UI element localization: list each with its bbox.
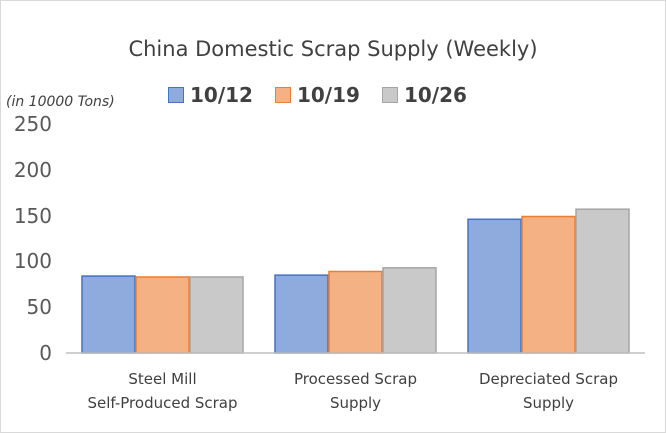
y-tick-label: 150 xyxy=(13,203,52,228)
x-category-label-line: Steel Mill xyxy=(128,370,197,388)
legend-label-series-1: 10/12 xyxy=(190,83,253,107)
legend-label-series-3: 10/26 xyxy=(403,83,467,107)
legend-item-series-1: 10/12 xyxy=(168,83,253,107)
x-category-label: Depreciated Scrap Supply xyxy=(459,367,639,415)
y-tick-label: 250 xyxy=(13,112,52,136)
y-tick-label: 200 xyxy=(13,157,52,182)
bar-series-2-category-3 xyxy=(521,215,576,354)
legend-label-series-2: 10/19 xyxy=(296,83,360,107)
x-category-label: Steel Mill Self-Produced Scrap xyxy=(73,367,253,415)
x-category-label: Processed Scrap Supply xyxy=(266,367,446,415)
legend-swatch-series-2 xyxy=(274,87,291,103)
bar-series-3-category-3 xyxy=(575,208,630,354)
chart-legend: 10/12 10/19 10/26 xyxy=(168,81,489,109)
bar-series-3-category-1 xyxy=(189,276,244,354)
x-category-label-line: Supply xyxy=(522,394,575,412)
bar-series-3-category-2 xyxy=(382,267,437,354)
x-category-label-line: Depreciated Scrap xyxy=(478,370,619,388)
legend-item-series-3: 10/26 xyxy=(381,83,467,107)
bar-series-1-category-2 xyxy=(274,274,329,354)
y-tick-label: 0 xyxy=(39,341,52,365)
x-category-label-line: Self-Produced Scrap xyxy=(87,394,238,412)
y-axis-unit-label: (in 10000 Tons) xyxy=(6,94,115,110)
legend-item-series-2: 10/19 xyxy=(274,83,360,107)
chart-title: China Domestic Scrap Supply (Weekly) xyxy=(128,37,538,61)
bar-series-1-category-3 xyxy=(467,218,522,354)
y-tick-label: 50 xyxy=(26,295,52,320)
x-category-label-line: Supply xyxy=(329,394,382,412)
x-category-label-line: Processed Scrap xyxy=(293,370,418,388)
legend-swatch-series-1 xyxy=(168,87,184,103)
legend-swatch-series-3 xyxy=(381,87,398,103)
bar-series-2-category-2 xyxy=(328,270,383,354)
bar-series-2-category-1 xyxy=(135,276,190,354)
bar-series-1-category-1 xyxy=(81,275,136,354)
y-tick-label: 100 xyxy=(13,249,52,274)
